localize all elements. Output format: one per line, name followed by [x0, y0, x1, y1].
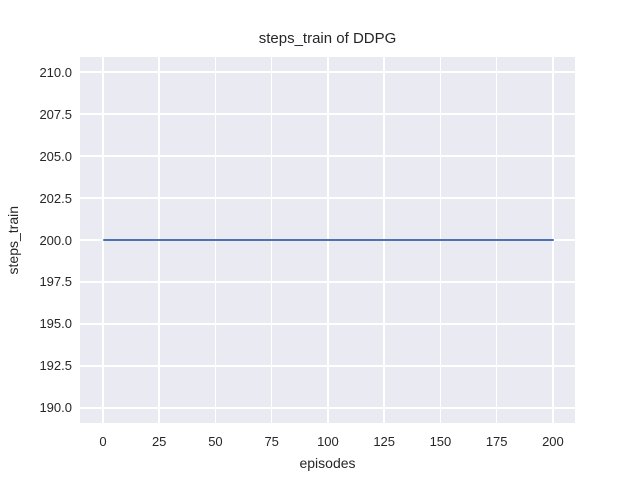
x-tick-label: 0: [99, 434, 107, 449]
y-tick-label: 190.0: [39, 400, 72, 416]
y-gridline: [80, 113, 575, 115]
chart-title: steps_train of DDPG: [258, 30, 397, 47]
y-gridline: [80, 281, 575, 283]
y-tick-label: 192.5: [39, 358, 72, 374]
y-tick-label: 197.5: [39, 274, 72, 290]
series-line-steps_train: [102, 239, 554, 241]
y-tick-label: 195.0: [39, 316, 72, 332]
y-tick-label: 210.0: [39, 64, 72, 80]
y-gridline: [80, 155, 575, 157]
x-tick-label: 75: [264, 434, 279, 449]
y-tick-label: 205.0: [39, 148, 72, 164]
y-gridline: [80, 323, 575, 325]
y-gridline: [80, 71, 575, 73]
x-tick-label: 25: [151, 434, 167, 449]
y-tick-label: 207.5: [39, 106, 72, 122]
y-gridline: [80, 365, 575, 367]
x-tick-label: 175: [485, 434, 508, 449]
x-tick-label: 200: [542, 434, 564, 449]
x-tick-label: 125: [373, 434, 396, 449]
x-tick-label: 100: [317, 434, 339, 449]
y-gridline: [80, 407, 575, 409]
plot-area: [80, 57, 575, 423]
x-tick-label: 150: [429, 434, 452, 449]
y-gridline: [80, 197, 575, 199]
y-tick-label: 200.0: [39, 232, 72, 248]
x-axis-label: episodes: [299, 455, 356, 471]
x-tick-label: 50: [208, 434, 223, 449]
y-tick-label: 202.5: [39, 190, 72, 206]
